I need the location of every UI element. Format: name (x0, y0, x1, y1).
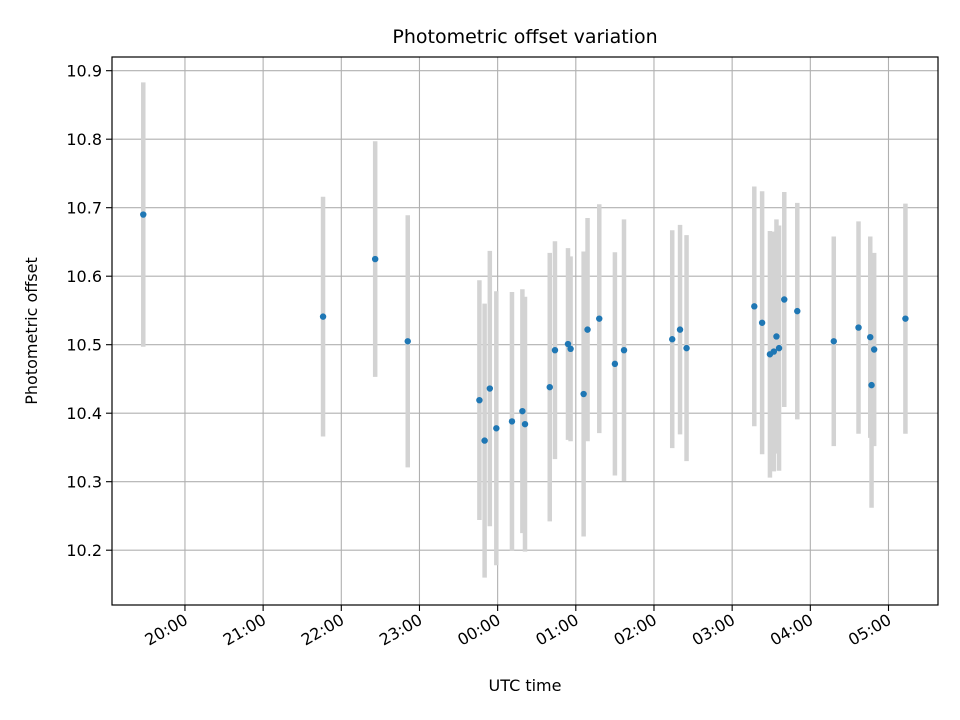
data-point (580, 390, 587, 398)
data-point (567, 345, 574, 353)
y-tick-label: 10.2 (66, 541, 102, 560)
data-point (669, 336, 676, 343)
data-point (770, 348, 778, 355)
y-axis: 10.2 10.3 10.4 10.5 10.6 10.7 10.8 10.9 (66, 62, 112, 560)
data-point (371, 255, 379, 263)
y-tick-label: 10.4 (66, 404, 102, 423)
data-point (493, 425, 500, 432)
plot-area-frame (111, 56, 939, 606)
data-point (830, 338, 837, 345)
y-tick-label: 10.6 (66, 267, 102, 286)
data-point (868, 381, 875, 389)
data-point (773, 333, 780, 340)
x-axis-label: UTC time (489, 676, 562, 695)
data-point (596, 315, 603, 322)
data-point (564, 340, 572, 348)
data-point (620, 346, 628, 354)
data-point (319, 313, 327, 320)
y-axis-label: Photometric offset (22, 257, 41, 405)
data-point (584, 326, 591, 333)
data-point (546, 383, 553, 391)
y-tick-label: 10.5 (66, 336, 102, 355)
data-point (676, 326, 684, 333)
y-tick-label: 10.7 (66, 199, 102, 218)
data-point (902, 315, 909, 322)
data-point (758, 319, 766, 326)
y-tick-label: 10.3 (66, 473, 102, 492)
data-point (521, 420, 529, 428)
data-point (870, 346, 878, 353)
data-points (140, 211, 909, 444)
data-point (508, 418, 516, 425)
data-point (683, 344, 690, 352)
chart-title: Photometric offset variation (392, 26, 657, 48)
data-point (519, 407, 526, 415)
data-point (794, 307, 801, 315)
y-tick-label: 10.8 (66, 130, 102, 149)
data-point (867, 333, 874, 341)
data-point (476, 396, 483, 404)
data-point (781, 296, 788, 303)
data-point (855, 324, 862, 331)
data-point (140, 211, 147, 218)
data-point (611, 360, 619, 368)
data-point (404, 338, 411, 345)
data-point (751, 303, 758, 310)
data-point (481, 437, 488, 444)
data-point (551, 346, 559, 354)
data-point (486, 385, 494, 392)
y-tick-label: 10.9 (66, 62, 102, 81)
data-point (775, 344, 783, 352)
